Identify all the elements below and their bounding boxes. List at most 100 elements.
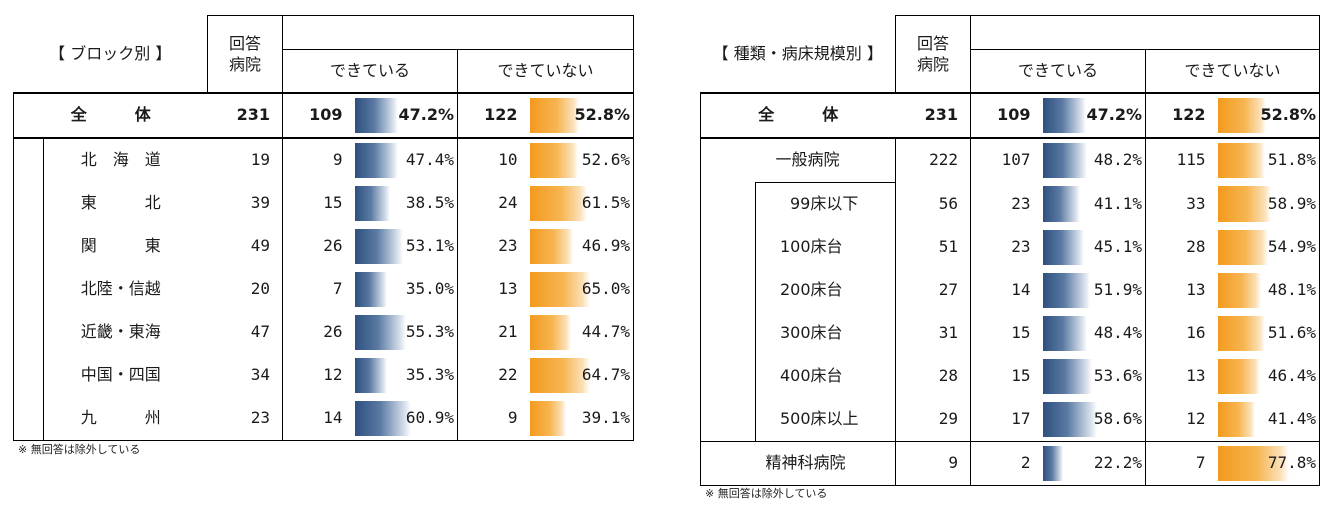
cannot-count: 12 bbox=[1186, 409, 1206, 428]
can-pct-value: 35.3% bbox=[405, 365, 454, 384]
bed-size-label: 400床台 bbox=[755, 354, 896, 398]
cannot-bar bbox=[529, 142, 579, 178]
row-indent bbox=[700, 137, 756, 182]
can-pct-value: 53.6% bbox=[1093, 366, 1142, 385]
respondent-count: 56 bbox=[895, 182, 971, 226]
can-pct-cell: 48.4% bbox=[1042, 311, 1146, 355]
table-row: 九 州 23 14 60.9% 9 39.1% bbox=[13, 396, 634, 441]
cannot-bar bbox=[1217, 186, 1272, 222]
cannot-pct-value: 52.8% bbox=[574, 105, 630, 124]
bed-size-label: 500床以上 bbox=[755, 397, 896, 441]
can-count: 17 bbox=[1011, 409, 1031, 428]
can-pct-value: 35.0% bbox=[405, 279, 454, 298]
cannot-header: できていない bbox=[457, 49, 634, 93]
cannot-count: 122 bbox=[457, 91, 530, 139]
respondent-count: 19 bbox=[207, 137, 283, 182]
type-table: 【 種類・病床規模別 】 回答 病院 できている できていない 全 体 231 10… bbox=[700, 15, 1320, 486]
cannot-bar bbox=[1217, 401, 1256, 437]
can-pct-value: 58.6% bbox=[1093, 409, 1142, 428]
can-count: 15 bbox=[1011, 323, 1031, 342]
can-pct-value: 38.5% bbox=[405, 193, 454, 212]
can-count: 26 bbox=[323, 236, 343, 255]
cannot-bar bbox=[1217, 229, 1268, 265]
cannot-pct-cell: 44.7% bbox=[529, 310, 634, 354]
can-pct-cell: 22.2% bbox=[1042, 440, 1146, 486]
row-indent bbox=[700, 440, 756, 486]
table-row: 北 海 道 19 9 47.4% 10 52.6% bbox=[13, 137, 634, 182]
total-label: 全 体 bbox=[700, 91, 896, 139]
respondent-count: 47 bbox=[207, 310, 283, 354]
region-label: 関 東 bbox=[80, 236, 161, 255]
can-count: 23 bbox=[1011, 193, 1031, 213]
row-indent bbox=[700, 397, 756, 441]
can-pct-cell: 53.6% bbox=[1042, 354, 1146, 398]
cannot-count: 33 bbox=[1186, 193, 1206, 213]
can-pct-value: 51.9% bbox=[1093, 280, 1142, 299]
can-pct-cell: 45.1% bbox=[1042, 225, 1146, 269]
cannot-pct-cell: 61.5% bbox=[529, 181, 634, 225]
cannot-pct-value: 39.1% bbox=[581, 408, 630, 427]
psych-hospital-row: 精神科病院 9 2 22.2% 7 77.8% bbox=[700, 440, 1320, 486]
cannot-pct-value: 64.7% bbox=[581, 365, 630, 384]
cannot-count: 7 bbox=[1145, 440, 1218, 486]
can-bar bbox=[1042, 445, 1063, 481]
block-table: 【 ブロック別 】 回答 病院 できている できていない 全 体 231 109 47… bbox=[13, 15, 634, 441]
can-bar bbox=[354, 97, 399, 133]
region-label: 北 海 道 bbox=[80, 150, 161, 169]
can-pct-value: 48.4% bbox=[1093, 323, 1142, 342]
can-bar bbox=[354, 271, 387, 307]
type-table-title: 【 種類・病床規模別 】 bbox=[700, 15, 896, 93]
total-label-text: 全 体 bbox=[70, 105, 151, 124]
general-hospital-label: 一般病院 bbox=[755, 137, 896, 182]
total-label: 全 体 bbox=[13, 91, 208, 139]
row-indent bbox=[13, 267, 44, 311]
cannot-count: 21 bbox=[498, 322, 518, 341]
can-pct-cell: 48.2% bbox=[1042, 137, 1146, 182]
respondent-count: 34 bbox=[207, 353, 283, 397]
cannot-pct-cell: 65.0% bbox=[529, 267, 634, 311]
can-pct-cell: 55.3% bbox=[354, 310, 458, 354]
can-count: 15 bbox=[323, 193, 343, 212]
cannot-pct-cell: 46.4% bbox=[1217, 354, 1320, 398]
can-pct-cell: 58.6% bbox=[1042, 397, 1146, 441]
cannot-bar bbox=[529, 228, 574, 264]
can-bar bbox=[1042, 401, 1097, 437]
can-pct-cell: 41.1% bbox=[1042, 182, 1146, 226]
cannot-pct-cell: 39.1% bbox=[529, 396, 634, 441]
cannot-pct-value: 52.6% bbox=[581, 150, 630, 169]
cannot-pct-value: 48.1% bbox=[1267, 280, 1316, 299]
can-bar bbox=[1042, 229, 1085, 265]
can-count: 107 bbox=[1001, 150, 1031, 170]
can-pct-cell: 35.3% bbox=[354, 353, 458, 397]
row-indent bbox=[700, 311, 756, 355]
table-row: 近畿・東海 47 26 55.3% 21 44.7% bbox=[13, 310, 634, 354]
respondent-count: 49 bbox=[207, 224, 283, 268]
can-pct-value: 60.9% bbox=[405, 408, 454, 427]
cannot-pct-value: 46.9% bbox=[581, 236, 630, 255]
cannot-count: 122 bbox=[1145, 91, 1218, 139]
table-row: 99床以下 56 23 41.1% 33 58.9% bbox=[700, 181, 1320, 226]
can-bar bbox=[1042, 142, 1087, 178]
cannot-count: 16 bbox=[1186, 323, 1206, 342]
respondent-count: 31 bbox=[895, 311, 971, 355]
table-row: 200床台 27 14 51.9% 13 48.1% bbox=[700, 268, 1320, 312]
respondent-count: 28 bbox=[895, 354, 971, 398]
cannot-pct-cell: 77.8% bbox=[1217, 440, 1320, 486]
cannot-bar bbox=[529, 271, 591, 307]
cannot-bar bbox=[1217, 445, 1289, 481]
cannot-pct-cell: 46.9% bbox=[529, 224, 634, 268]
total-row: 全 体 231 109 47.2% 122 52.8% bbox=[700, 91, 1320, 139]
bed-size-label: 100床台 bbox=[755, 225, 896, 269]
can-pct-value: 48.2% bbox=[1093, 150, 1142, 170]
table-row: 北陸・信越 20 7 35.0% 13 65.0% bbox=[13, 267, 634, 311]
row-indent bbox=[700, 225, 756, 269]
respondent-count: 231 bbox=[207, 91, 283, 139]
cannot-bar bbox=[1217, 142, 1265, 178]
can-header: できている bbox=[970, 49, 1146, 93]
can-bar bbox=[354, 314, 406, 350]
table-row: 500床以上 29 17 58.6% 12 41.4% bbox=[700, 397, 1320, 441]
can-count: 2 bbox=[970, 440, 1043, 486]
block-note: ※ 無回答は除外している bbox=[18, 443, 141, 456]
can-count: 9 bbox=[332, 150, 343, 169]
cannot-pct-value: 65.0% bbox=[581, 279, 630, 298]
